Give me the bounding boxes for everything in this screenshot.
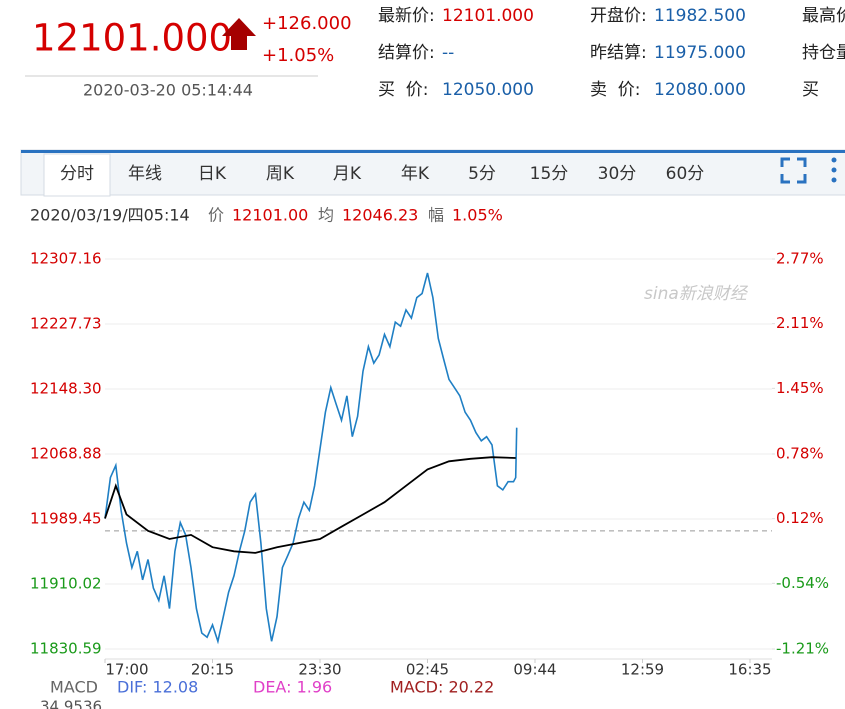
field-label: 卖 价: <box>590 80 641 100</box>
field-label: 最新价: <box>378 6 435 26</box>
field-value: 12101.000 <box>442 6 534 26</box>
last-price: 12101.000 <box>32 17 232 60</box>
y-tick-label: 12148.30 <box>30 380 102 398</box>
tab[interactable]: 15分 <box>530 164 569 184</box>
field-value: 11982.500 <box>654 6 746 26</box>
active-tab-bg <box>43 153 111 197</box>
field-value: 12080.000 <box>654 80 746 100</box>
chart: 12307.16 12227.73 12148.30 12068.88 11989.45… <box>30 250 829 679</box>
x-tick-label: 09:44 <box>513 661 556 679</box>
macd-axis-label: 34.9536 <box>40 698 102 709</box>
field-label: 买 <box>802 80 819 100</box>
tab[interactable]: 年K <box>401 164 430 184</box>
x-tick-label: 02:45 <box>406 661 449 679</box>
x-tick-label: 12:59 <box>621 661 664 679</box>
info-value: 12101.00 <box>232 206 308 225</box>
field-value: -- <box>442 43 454 63</box>
tab[interactable]: 30分 <box>598 164 637 184</box>
tab[interactable]: 周K <box>266 164 295 184</box>
y2-tick-label: -0.54% <box>776 574 829 592</box>
x-tick-label: 16:35 <box>728 661 771 679</box>
y-tick-label: 11989.45 <box>30 509 102 527</box>
field-label: 最高价 <box>802 6 845 26</box>
macd-dea: DEA: 1.96 <box>253 678 332 697</box>
fullscreen-icon[interactable] <box>780 157 807 184</box>
y-tick-label: 12307.16 <box>30 250 102 268</box>
tab-bar-top <box>21 150 845 153</box>
field-value: 11975.000 <box>654 43 746 63</box>
field-label: 持仓量 <box>802 43 845 63</box>
y-tick-label: 11910.02 <box>30 574 102 592</box>
tab[interactable]: 日K <box>198 164 227 184</box>
tab[interactable]: 5分 <box>468 164 496 184</box>
info-label: 价 <box>208 206 224 225</box>
macd-value: MACD: 20.22 <box>390 678 494 697</box>
change: +126.000 <box>262 13 352 34</box>
tab[interactable]: 分时 <box>60 164 94 184</box>
y-tick-label: 12227.73 <box>30 315 102 333</box>
info-value: 1.05% <box>452 206 503 225</box>
field-label: 开盘价: <box>590 6 647 26</box>
tab-bar <box>20 149 845 196</box>
quote-time: 2020-03-20 05:14:44 <box>83 81 253 100</box>
tabs: 分时 年线 日K 周K 月K 年K 5分 15分 30分 60分 <box>60 164 704 184</box>
x-tick-label: 20:15 <box>191 661 234 679</box>
tab[interactable]: 年线 <box>128 164 162 184</box>
x-tick-label: 23:30 <box>298 661 341 679</box>
info-value: 12046.23 <box>342 206 418 225</box>
tab[interactable]: 月K <box>333 164 362 184</box>
change-pct: +1.05% <box>262 45 334 66</box>
field-value: 12050.000 <box>442 80 534 100</box>
up-arrow-icon <box>222 18 256 50</box>
info-label: 均 <box>318 206 334 225</box>
y2-tick-label: 1.45% <box>776 379 824 397</box>
watermark: sina新浪财经 <box>644 284 749 304</box>
y2-tick-label: 0.78% <box>776 445 824 463</box>
y2-tick-label: 2.77% <box>776 250 824 268</box>
field-label: 昨结算: <box>590 43 647 63</box>
field-label: 买 价: <box>378 80 429 100</box>
info-date: 2020/03/19/四05:14 <box>30 206 190 225</box>
y2-tick-label: -1.21% <box>776 640 829 658</box>
info-label: 幅 <box>428 206 444 225</box>
more-icon[interactable] <box>831 157 837 183</box>
y2-tick-label: 0.12% <box>776 509 824 527</box>
info-line: 2020/03/19/四05:14 价 12101.00 均 12046.23 … <box>30 206 503 225</box>
y-tick-label: 11830.59 <box>30 640 102 658</box>
series-line <box>104 456 516 554</box>
macd-dif: DIF: 12.08 <box>117 678 198 697</box>
y-tick-label: 12068.88 <box>30 444 102 462</box>
x-tick-label: 17:00 <box>105 661 148 679</box>
y2-tick-label: 2.11% <box>776 314 824 332</box>
field-label: 结算价: <box>378 43 435 63</box>
macd-label: MACD <box>50 678 98 697</box>
series-line <box>104 272 518 645</box>
tab[interactable]: 60分 <box>666 164 705 184</box>
